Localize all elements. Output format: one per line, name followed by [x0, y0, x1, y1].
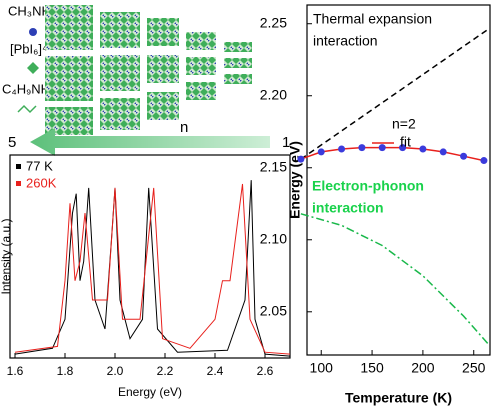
n-label: n [180, 119, 188, 136]
data-point [378, 144, 386, 152]
legend-label: fit [400, 134, 411, 150]
schematic: CH₃NH₃⁺ [PbI₆]⁴⁻ C₄H₉NH₃⁺ n 5 1 [2, 3, 290, 156]
octahedron-icon [27, 62, 39, 74]
y-tick-label: 2.25 [260, 14, 287, 30]
series-line [300, 27, 491, 160]
data-point [419, 145, 427, 153]
series-line [300, 146, 485, 162]
y-tick-label: 2.20 [260, 86, 287, 102]
data-point [317, 148, 325, 156]
legend-marker [16, 181, 21, 186]
x-axis-label: Energy (eV) [118, 385, 182, 399]
x-axis-label: Temperature (K) [345, 390, 452, 406]
y-axis-label: Energy (eV) [287, 141, 303, 219]
data-point [439, 148, 447, 156]
annotation: Thermal expansion [313, 11, 432, 27]
spacer-icon [17, 104, 37, 114]
series-line [14, 180, 291, 357]
series-line [300, 213, 490, 346]
data-point [480, 157, 488, 165]
octahedron-label: [PbI₆]⁴⁻ [10, 41, 54, 56]
x-tick-label: 1.8 [57, 364, 74, 378]
arrow-start-label: 1 [282, 134, 290, 151]
plot-frame [306, 4, 491, 356]
legend-label: 77 K [26, 158, 53, 173]
data-point [358, 144, 366, 152]
data-point [460, 152, 468, 160]
data-point [399, 144, 407, 152]
x-tick-label: 2.6 [257, 364, 274, 378]
legend-marker [16, 164, 21, 169]
y-tick-label: 2.15 [260, 158, 287, 174]
x-tick-label: 100 [310, 360, 334, 376]
plot-frame [9, 154, 291, 359]
x-tick-label: 200 [411, 360, 435, 376]
legend-title: n=2 [392, 116, 416, 132]
arrow [30, 128, 270, 156]
x-tick-label: 2.4 [207, 364, 224, 378]
y-tick-label: 2.10 [260, 230, 287, 246]
legend-label: 260K [26, 175, 57, 190]
annotation: interaction [313, 33, 378, 49]
arrow-end-label: 5 [8, 134, 16, 151]
x-tick-label: 150 [360, 360, 384, 376]
y-axis-label: Intensity (a.u.) [0, 218, 13, 294]
x-tick-label: 2.2 [157, 364, 174, 378]
series-line [14, 183, 291, 355]
cation-icon [29, 28, 37, 36]
y-tick-label: 2.05 [260, 302, 287, 318]
crystal-blocks [45, 5, 252, 135]
x-tick-label: 250 [462, 360, 486, 376]
annotation: Electron-phonon [312, 178, 424, 194]
x-tick-label: 2.0 [107, 364, 124, 378]
data-point [338, 145, 346, 153]
data-point [297, 155, 305, 163]
annotation: interaction [312, 200, 384, 216]
x-tick-label: 1.6 [7, 364, 24, 378]
